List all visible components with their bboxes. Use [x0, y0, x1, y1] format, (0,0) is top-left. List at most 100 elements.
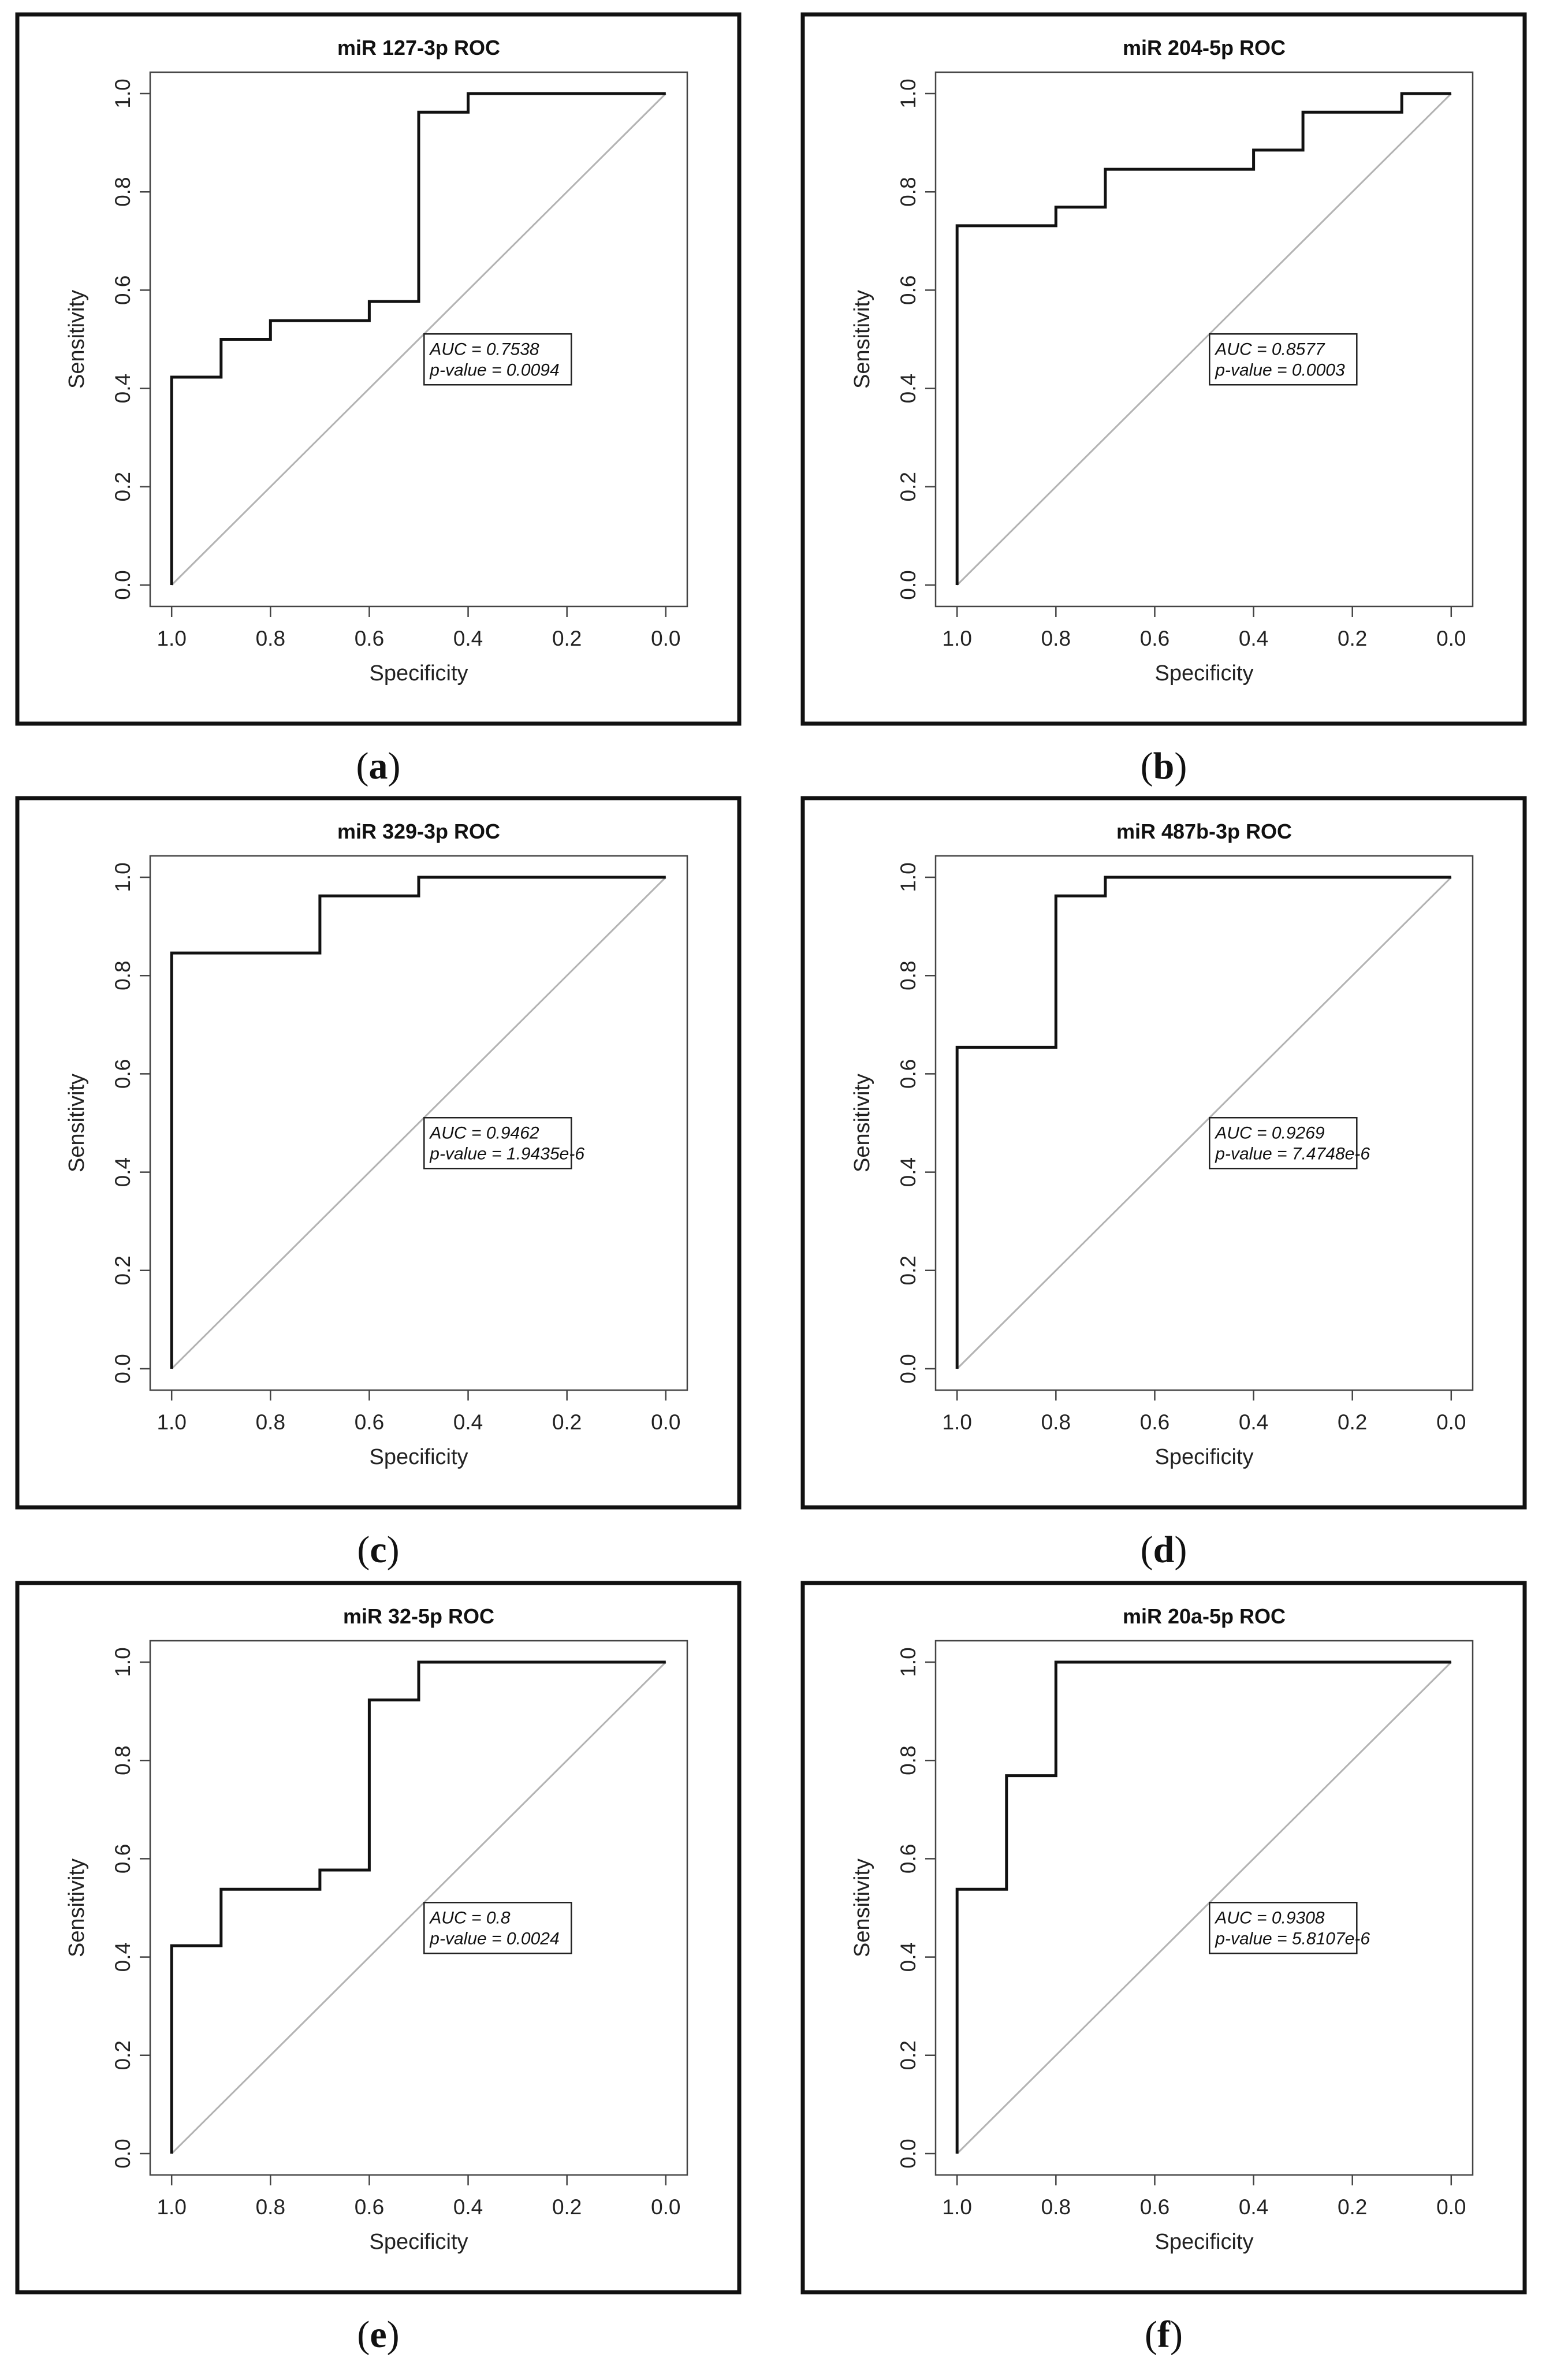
chart-title: miR 20a-5p ROC	[1123, 1604, 1286, 1628]
panel-frame	[15, 796, 742, 1510]
y-tick-label: 0.6	[111, 275, 135, 305]
panel-letter: d	[1153, 1529, 1175, 1571]
x-tick-label: 1.0	[942, 1410, 971, 1434]
x-tick-label: 0.8	[256, 1410, 285, 1434]
y-tick-label: 1.0	[111, 862, 135, 892]
legend-box	[1209, 333, 1358, 386]
auc-legend: AUC = 0.9269 p-value = 7.4748e-6	[1209, 1117, 1370, 1169]
auc-legend: AUC = 0.9308 p-value = 5.8107e-6	[1209, 1902, 1370, 1954]
panel-letter: f	[1157, 2314, 1171, 2356]
chart-title: miR 487b-3p ROC	[1116, 820, 1292, 843]
auc-legend: AUC = 0.9462 p-value = 1.9435e-6	[423, 1117, 584, 1169]
roc-curve-line	[955, 876, 1451, 1369]
y-tick-label: 1.0	[111, 79, 135, 108]
y-tick-label: 0.4	[111, 1942, 135, 1972]
plot-area	[934, 71, 1474, 608]
panel-frame	[15, 12, 742, 726]
x-tick-label: 0.4	[453, 627, 483, 650]
x-tick-label: 0.0	[1436, 627, 1466, 650]
x-tick-label: 0.8	[1041, 1410, 1071, 1434]
chart-title: miR 32-5p ROC	[343, 1604, 494, 1628]
x-axis-label: Specificity	[369, 2230, 468, 2254]
y-tick-label: 0.2	[896, 2040, 920, 2070]
x-tick-label: 0.6	[355, 627, 384, 650]
y-axis-label: Sensitivity	[850, 1858, 874, 1957]
p-value: p-value = 7.4748e-6	[1215, 1144, 1370, 1163]
auc-value: AUC = 0.9462	[429, 1123, 539, 1142]
p-value: p-value = 0.0094	[429, 360, 559, 379]
panel-caption: (c)	[357, 1529, 399, 1571]
x-tick-label: 0.4	[1239, 1410, 1268, 1434]
x-tick-label: 0.0	[1436, 1410, 1466, 1434]
panel-letter: b	[1153, 745, 1175, 787]
x-axis-label: Specificity	[369, 1445, 468, 1469]
y-tick-label: 0.6	[896, 1059, 920, 1089]
roc-panel-e: miR 32-5p ROC 1.0 0.8 0.6 0.4 0.2 0.0 0.0 0.2 0.4…	[15, 1581, 742, 2356]
roc-panel-f: miR 20a-5p ROC 1.0 0.8 0.6 0.4 0.2 0.0 0.0 0.2 0.…	[800, 1581, 1527, 2356]
plot-area	[149, 855, 688, 1391]
y-tick-label: 0.0	[896, 1354, 920, 1383]
y-tick-label: 0.4	[111, 374, 135, 403]
panel-caption: (b)	[1141, 745, 1187, 787]
x-tick-label: 0.8	[256, 2195, 285, 2219]
p-value: p-value = 1.9435e-6	[429, 1144, 584, 1163]
y-tick-label: 0.8	[896, 177, 920, 206]
x-tick-label: 0.4	[453, 2195, 483, 2219]
x-tick-label: 0.0	[651, 2195, 680, 2219]
panel-frame	[800, 796, 1527, 1510]
y-tick-label: 0.2	[896, 472, 920, 501]
legend-box	[423, 1117, 572, 1169]
y-tick-label: 0.6	[896, 1844, 920, 1874]
x-tick-label: 0.8	[1041, 2195, 1071, 2219]
x-tick-label: 0.0	[651, 1410, 680, 1434]
x-tick-label: 0.8	[256, 627, 285, 650]
panel-caption: (a)	[356, 745, 401, 787]
roc-curve-line	[170, 92, 666, 585]
y-tick-label: 0.8	[896, 1745, 920, 1775]
legend-box	[423, 333, 572, 386]
p-value: p-value = 0.0003	[1215, 360, 1345, 379]
plot-area	[934, 855, 1474, 1391]
y-tick-label: 0.6	[111, 1844, 135, 1874]
panel-caption: (e)	[357, 2314, 399, 2356]
chance-diagonal	[171, 876, 666, 1370]
legend-box	[1209, 1117, 1358, 1169]
chance-diagonal	[956, 1661, 1452, 2155]
y-tick-label: 0.4	[896, 1157, 920, 1187]
y-tick-label: 0.8	[111, 177, 135, 206]
x-tick-label: 1.0	[157, 2195, 186, 2219]
x-tick-label: 0.6	[355, 1410, 384, 1434]
x-tick-label: 0.0	[651, 627, 680, 650]
y-tick-label: 0.0	[111, 2139, 135, 2168]
y-axis-label: Sensitivity	[65, 290, 89, 389]
roc-curve-line	[170, 1660, 666, 2154]
roc-curve-line	[170, 876, 666, 1369]
auc-legend: AUC = 0.8 p-value = 0.0024	[423, 1902, 572, 1954]
auc-value: AUC = 0.8577	[1214, 340, 1325, 359]
x-axis-label: Specificity	[1154, 661, 1253, 686]
y-tick-label: 0.8	[111, 960, 135, 990]
chart-title: miR 329-3p ROC	[337, 820, 500, 843]
panel-letter: a	[369, 745, 388, 787]
x-tick-label: 0.6	[1140, 2195, 1169, 2219]
y-tick-label: 0.0	[896, 2139, 920, 2168]
chance-diagonal	[956, 92, 1452, 586]
chart-title: miR 204-5p ROC	[1123, 36, 1286, 59]
y-tick-label: 1.0	[896, 79, 920, 108]
panel-frame	[15, 1581, 742, 2295]
y-axis-label: Sensitivity	[65, 1074, 89, 1172]
x-tick-label: 0.4	[1239, 2195, 1268, 2219]
chance-diagonal	[956, 876, 1452, 1370]
plot-area	[934, 1640, 1474, 2176]
y-axis-label: Sensitivity	[65, 1858, 89, 1957]
panel-letter: e	[370, 2314, 386, 2356]
x-tick-label: 0.2	[552, 2195, 582, 2219]
auc-value: AUC = 0.8	[429, 1908, 511, 1927]
roc-panel-a: miR 127-3p ROC 1.0 0.8 0.6 0.4 0.2 0.0 0.0 0.2 0.…	[15, 12, 742, 787]
y-tick-label: 0.0	[111, 1354, 135, 1383]
y-tick-label: 0.6	[111, 1059, 135, 1089]
y-axis-label: Sensitivity	[850, 1074, 874, 1172]
panel-frame	[800, 12, 1527, 726]
